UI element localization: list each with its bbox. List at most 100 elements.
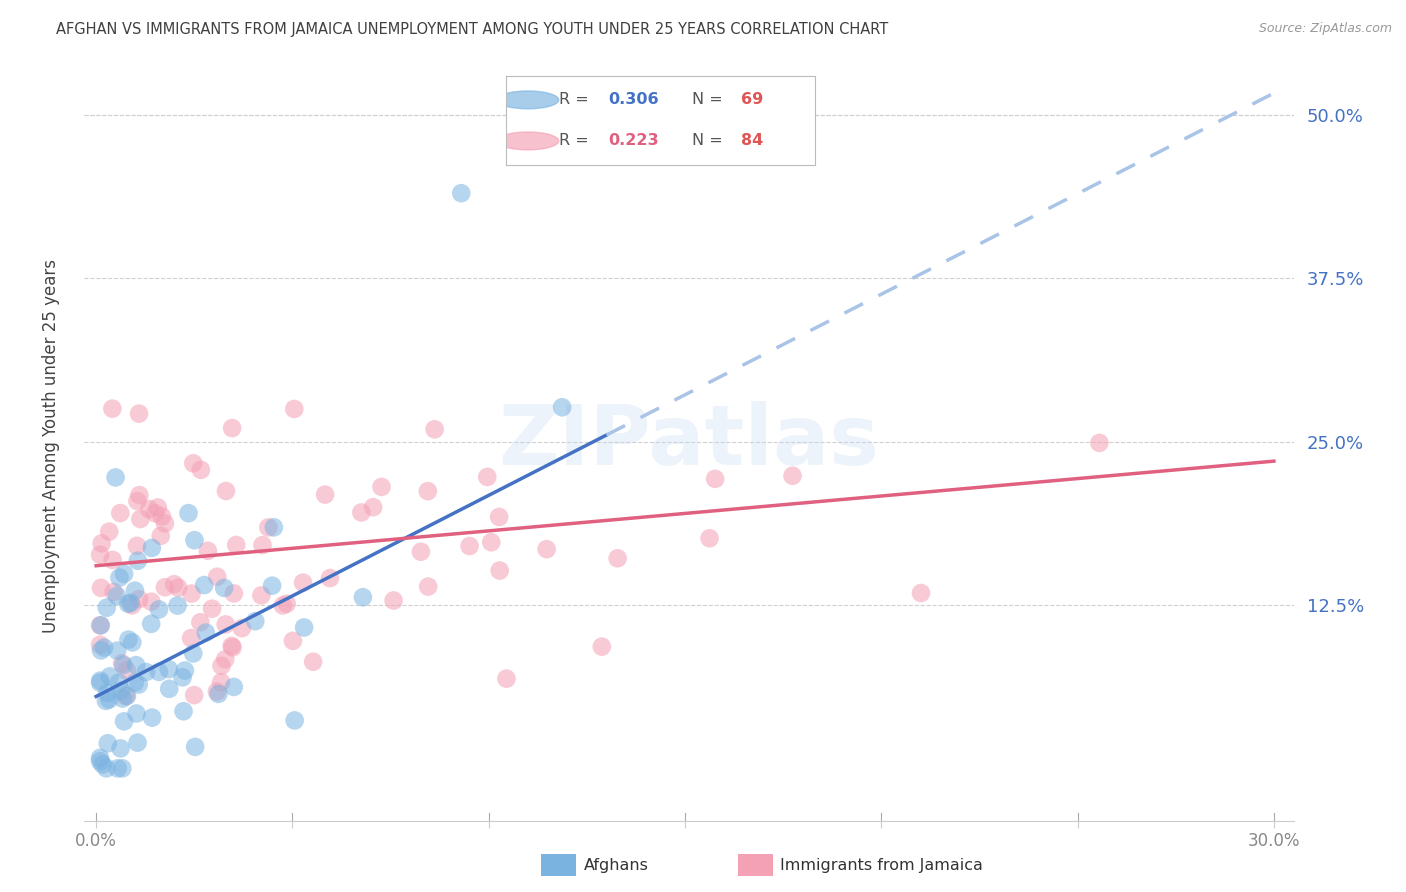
Point	[143, 506, 166, 520]
Point	[108, 571, 131, 585]
Point	[105, 589, 128, 603]
Circle shape	[496, 91, 558, 109]
Point	[488, 564, 510, 578]
Point	[205, 684, 228, 698]
Point	[89, 618, 111, 632]
Point	[173, 664, 195, 678]
Point	[488, 510, 510, 524]
Point	[125, 658, 148, 673]
Point	[166, 599, 188, 613]
Point	[89, 675, 111, 690]
Point	[141, 541, 163, 555]
Point	[90, 536, 112, 550]
Point	[96, 761, 118, 775]
Point	[112, 566, 135, 581]
Point	[89, 548, 111, 562]
Point	[221, 421, 243, 435]
Point	[127, 736, 149, 750]
Point	[96, 686, 118, 700]
Point	[124, 675, 146, 690]
Point	[252, 538, 274, 552]
Point	[89, 673, 111, 688]
Point	[97, 736, 120, 750]
Point	[89, 751, 111, 765]
Point	[207, 687, 229, 701]
Point	[111, 657, 134, 671]
Point	[263, 520, 285, 534]
Point	[115, 689, 138, 703]
Point	[173, 704, 195, 718]
Point	[153, 580, 176, 594]
Point	[167, 581, 190, 595]
Point	[110, 741, 132, 756]
Point	[536, 542, 558, 557]
Point	[121, 599, 143, 613]
Point	[194, 625, 217, 640]
Point	[138, 502, 160, 516]
Point	[96, 600, 118, 615]
Text: R =: R =	[558, 93, 593, 107]
Text: AFGHAN VS IMMIGRANTS FROM JAMAICA UNEMPLOYMENT AMONG YOUTH UNDER 25 YEARS CORREL: AFGHAN VS IMMIGRANTS FROM JAMAICA UNEMPL…	[56, 22, 889, 37]
Point	[319, 571, 342, 585]
Point	[222, 586, 245, 600]
Point	[245, 614, 267, 628]
Point	[141, 595, 163, 609]
Circle shape	[496, 132, 558, 150]
Point	[181, 456, 204, 470]
Text: Unemployment Among Youth under 25 years: Unemployment Among Youth under 25 years	[42, 259, 59, 633]
Point	[201, 601, 224, 615]
Point	[128, 407, 150, 421]
Point	[90, 618, 112, 632]
Point	[157, 662, 180, 676]
Text: 84: 84	[741, 134, 763, 148]
Point	[591, 640, 613, 654]
Point	[495, 672, 517, 686]
Point	[104, 470, 127, 484]
Text: 0.306: 0.306	[609, 93, 659, 107]
Point	[146, 500, 169, 515]
Point	[205, 570, 228, 584]
Point	[127, 554, 149, 568]
Point	[910, 586, 932, 600]
Point	[163, 577, 186, 591]
Point	[121, 635, 143, 649]
Point	[257, 520, 280, 534]
Point	[262, 579, 284, 593]
Point	[148, 602, 170, 616]
Point	[284, 714, 307, 728]
Point	[409, 545, 432, 559]
Point	[423, 422, 446, 436]
Point	[177, 506, 200, 520]
Point	[188, 615, 211, 630]
Point	[94, 694, 117, 708]
Point	[551, 401, 574, 415]
Point	[271, 599, 294, 613]
Point	[225, 538, 247, 552]
Point	[211, 658, 233, 673]
Point	[128, 677, 150, 691]
Point	[150, 509, 173, 524]
Point	[212, 581, 235, 595]
Point	[90, 581, 112, 595]
Point	[111, 691, 134, 706]
Point	[183, 533, 205, 548]
Point	[606, 551, 628, 566]
Point	[115, 664, 138, 678]
Point	[107, 675, 129, 690]
Point	[352, 591, 374, 605]
Point	[222, 680, 245, 694]
Text: N =: N =	[692, 93, 728, 107]
Point	[418, 580, 440, 594]
Point	[141, 710, 163, 724]
Point	[180, 586, 202, 600]
Point	[107, 761, 129, 775]
Point	[302, 655, 325, 669]
Point	[180, 631, 202, 645]
Point	[101, 553, 124, 567]
Point	[149, 529, 172, 543]
Point	[214, 652, 236, 666]
Point	[157, 681, 180, 696]
Point	[477, 470, 499, 484]
Text: R =: R =	[558, 134, 593, 148]
Point	[101, 401, 124, 416]
